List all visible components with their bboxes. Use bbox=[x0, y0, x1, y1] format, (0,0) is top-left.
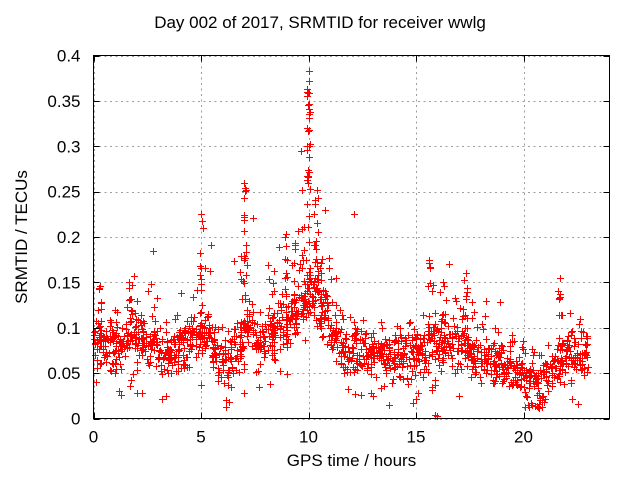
y-tick-label: 0.05 bbox=[47, 364, 80, 383]
chart-title: Day 002 of 2017, SRMTID for receiver wwl… bbox=[154, 13, 486, 32]
axis-ticks bbox=[93, 55, 610, 420]
y-tick-label: 0.15 bbox=[47, 273, 80, 292]
x-tick-label: 15 bbox=[407, 428, 426, 447]
data-points-srmtid bbox=[91, 68, 592, 420]
y-tick-label: 0.1 bbox=[57, 319, 81, 338]
y-tick-label: 0.2 bbox=[57, 228, 81, 247]
plot-border bbox=[93, 55, 610, 419]
y-tick-label: 0 bbox=[71, 410, 80, 429]
y-tick-label: 0.25 bbox=[47, 183, 80, 202]
y-tick-label: 0.3 bbox=[57, 137, 81, 156]
x-axis-title: GPS time / hours bbox=[286, 451, 417, 470]
y-tick-label: 0.4 bbox=[57, 47, 81, 66]
x-tick-label: 20 bbox=[514, 428, 533, 447]
x-tick-label: 5 bbox=[196, 428, 205, 447]
y-tick-label: 0.35 bbox=[47, 92, 80, 111]
x-tick-label: 0 bbox=[89, 428, 98, 447]
x-tick-label: 10 bbox=[299, 428, 318, 447]
